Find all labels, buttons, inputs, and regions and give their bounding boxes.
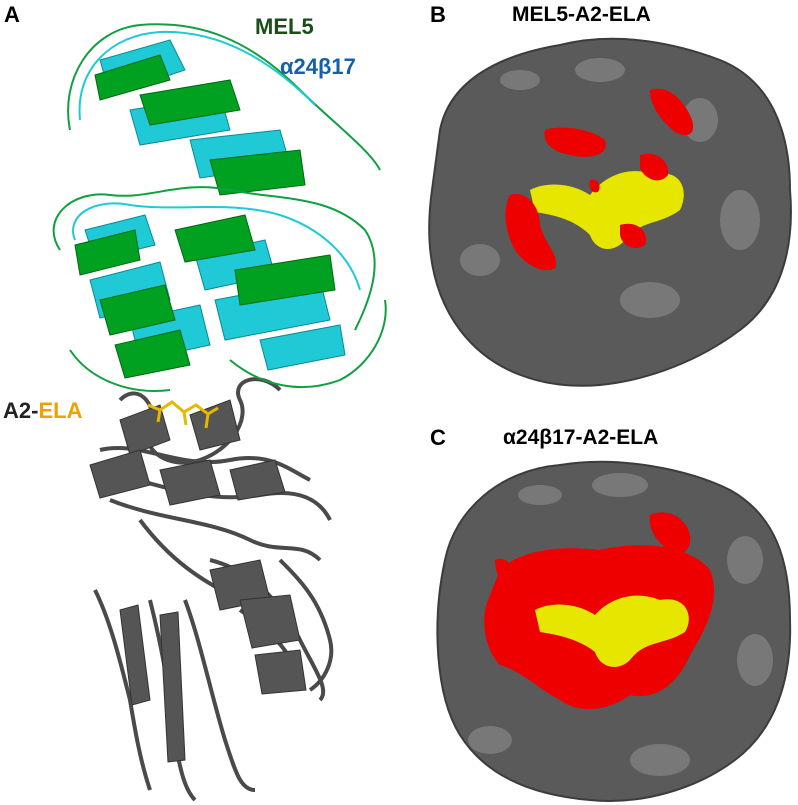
panel-c-title: α24β17-A2-ELA	[503, 426, 659, 449]
mhc-peptide-label: A2-ELA	[3, 398, 82, 424]
surface-c-shading	[468, 473, 773, 776]
tcr-mel5-ribbon	[74, 54, 336, 379]
panel-b-letter: B	[430, 2, 446, 27]
tcr-loops-cyan	[72, 30, 361, 291]
panel-a-letter: A	[4, 2, 20, 27]
mhc-label-prefix: A2-	[3, 398, 39, 423]
surface-b-contacts	[505, 88, 694, 271]
tcr-loops	[52, 23, 387, 392]
surface-b-peptide	[530, 171, 684, 250]
panel-c-letter: C	[430, 425, 446, 450]
mel5-label: MEL5	[255, 14, 314, 39]
surface-c-peptide	[535, 595, 689, 667]
ela-peptide-sticks	[147, 400, 219, 429]
peptide-label: ELA	[38, 398, 83, 423]
alpha24beta17-label: α24β17	[280, 54, 356, 79]
panel-b-title: MEL5-A2-ELA	[512, 3, 651, 26]
